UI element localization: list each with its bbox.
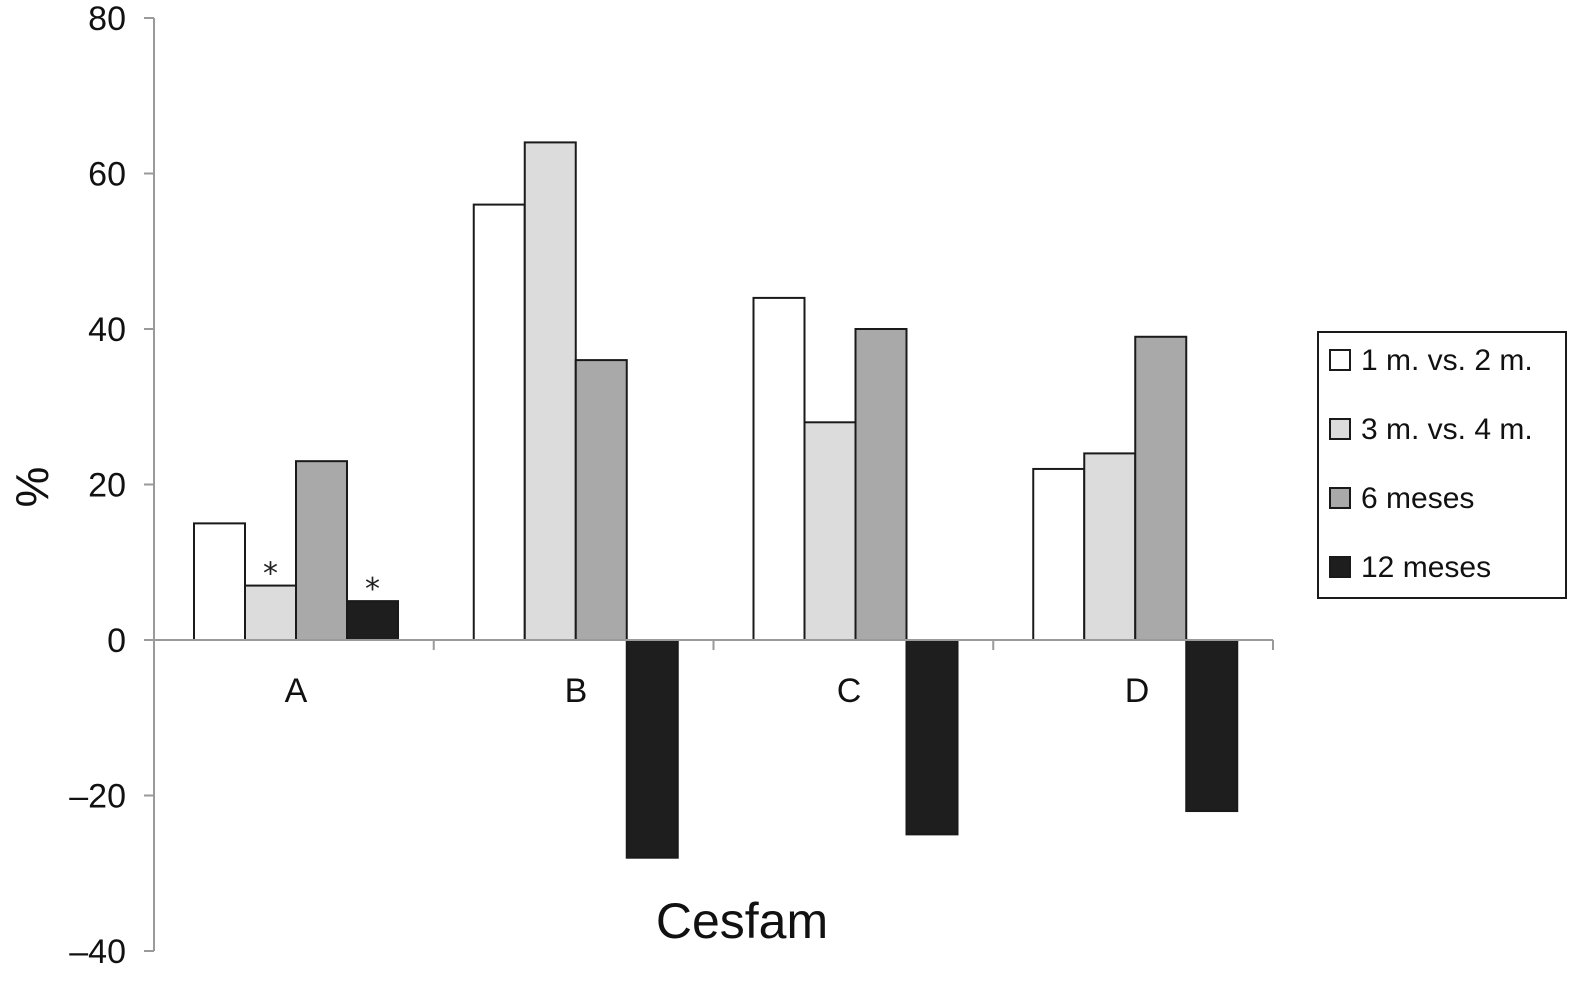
category-label-a: A [285,672,308,710]
bar-c-series-1 [752,296,806,641]
legend-label-3: 6 meses [1361,482,1474,515]
bar-b-series-1 [472,203,526,641]
y-axis-title: % [6,467,58,508]
legend-swatch-4 [1329,556,1351,578]
y-tick-label: 60 [88,156,126,194]
y-tick-label: 80 [88,0,126,38]
legend-label-2: 3 m. vs. 4 m. [1361,413,1533,446]
significance-asterisk: * [365,572,380,607]
legend-swatch-1 [1329,349,1351,371]
legend-box [1317,331,1567,599]
bar-a-series-2 [244,584,297,642]
legend-label-1: 1 m. vs. 2 m. [1361,344,1533,377]
bar-b-series-3 [574,359,628,641]
bar-b-series-4 [625,639,679,859]
bar-a-series-4 [346,600,399,641]
bar-d-series-1 [1032,467,1086,642]
bar-a-series-3 [295,460,348,641]
significance-asterisk: * [263,557,278,592]
bar-c-series-2 [803,421,857,641]
legend-swatch-3 [1329,487,1351,509]
bar-a-series-1 [193,522,246,641]
y-tick-label: 0 [107,622,126,660]
legend-label-4: 12 meses [1361,551,1491,584]
bar-d-series-4 [1185,639,1239,813]
y-tick-label: 20 [88,467,126,505]
bar-b-series-2 [523,141,577,641]
y-tick-label: –20 [69,778,126,816]
category-label-b: B [565,672,588,710]
y-tick-label: 40 [88,311,126,349]
bar-d-series-2 [1083,452,1137,641]
category-label-c: C [837,672,862,710]
bar-c-series-4 [905,639,959,836]
legend-swatch-2 [1329,418,1351,440]
category-label-d: D [1125,672,1150,710]
y-tick-label: –40 [69,933,126,971]
x-axis-title: Cesfam [656,893,828,949]
bar-c-series-3 [854,328,908,641]
bar-d-series-3 [1134,335,1188,641]
